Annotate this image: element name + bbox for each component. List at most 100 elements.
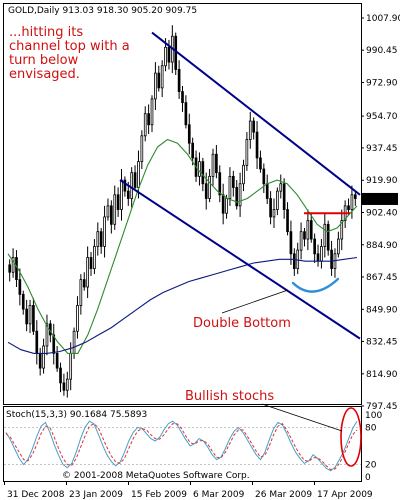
candle-bull — [76, 305, 79, 332]
annotation-top-line-2: channel top with a — [9, 39, 130, 54]
stoch-tick-label: 80 — [365, 423, 377, 433]
date-tick-label: 26 Mar 2009 — [255, 490, 312, 500]
candle-bear — [18, 279, 22, 295]
candle-bear — [116, 194, 120, 210]
candle-bear — [215, 153, 218, 174]
candle-bull — [306, 220, 310, 240]
price-tick-label: 832.45 — [366, 337, 398, 347]
price-tick-label: 919.90 — [366, 176, 398, 186]
candle-bear — [187, 124, 191, 144]
candle-bear — [52, 334, 56, 354]
stoch-k-line — [5, 420, 358, 472]
price-tick-label: 849.90 — [366, 305, 398, 315]
chart-header: GOLD,Daily 913.03 918.30 905.20 909.75 — [8, 6, 197, 16]
candle-bear — [82, 279, 86, 288]
candle-bear — [99, 231, 103, 247]
candle-bear — [316, 253, 320, 262]
candle-bear — [330, 249, 333, 269]
candle-bear — [292, 253, 296, 269]
candle-bull — [299, 231, 303, 251]
candle-bear — [177, 69, 181, 92]
candle-bear — [55, 352, 59, 369]
candle-bear — [252, 120, 255, 133]
candle-bull — [120, 179, 123, 210]
candle-bear — [289, 231, 293, 255]
candle-bear — [313, 238, 316, 255]
date-tick-label: 31 Dec 2008 — [7, 490, 65, 500]
candle-bear — [35, 330, 39, 354]
candle-bull — [340, 220, 344, 240]
candle-bull — [279, 183, 283, 192]
candle-bear — [181, 91, 184, 104]
candle-bear — [235, 187, 239, 207]
candle-bear — [21, 293, 25, 310]
candle-bull — [72, 330, 76, 354]
bullish-stoch-pointer — [261, 403, 343, 432]
candle-bull — [242, 164, 245, 185]
candle-bull — [211, 153, 215, 177]
candle-bear — [167, 46, 171, 63]
moving-average-short-line — [7, 138, 358, 354]
candle-bear — [231, 175, 235, 188]
candle-bull — [137, 161, 140, 188]
candle-bull — [245, 139, 249, 166]
last-price-label: 909.75 — [364, 195, 396, 205]
date-tick-label: 23 Jan 2009 — [69, 490, 123, 500]
copyright-text: © 2001-2008 MetaQuotes Software Corp. — [62, 471, 250, 481]
candle-bull — [160, 65, 164, 89]
stoch-header: Stoch(15,3,3) 90.1684 75.5893 — [6, 410, 147, 420]
candle-bull — [11, 257, 15, 273]
candle-bull — [164, 46, 167, 67]
channel-upper-line — [151, 31, 361, 196]
candle-bull — [96, 231, 100, 247]
candle-bull — [276, 190, 279, 210]
stoch-tick-label: 20 — [365, 461, 377, 471]
candle-bear — [282, 183, 286, 210]
candle-bear — [123, 179, 127, 192]
moving-average-long-line — [7, 256, 358, 354]
price-tick-label: 814.90 — [366, 370, 398, 380]
annotation-bullish-stochs: Bullish stochs — [185, 389, 274, 404]
candle-bear — [110, 205, 113, 225]
candle-bear — [265, 183, 269, 199]
candle-bear — [309, 220, 313, 240]
candle-bear — [255, 131, 259, 159]
candle-bear — [32, 305, 35, 332]
candle-bull — [86, 257, 89, 288]
candle-bear — [8, 264, 12, 273]
candle-bear — [62, 382, 66, 391]
candle-bull — [42, 345, 45, 369]
price-tick-label: 884.90 — [366, 241, 398, 251]
price-tick-label: 972.90 — [366, 79, 398, 89]
candle-bear — [133, 172, 137, 188]
stoch-tick-label: 0 — [365, 473, 371, 483]
annotation-top-line-1: ...hitting its — [9, 25, 83, 40]
candle-bear — [303, 231, 306, 240]
candle-bull — [228, 175, 232, 199]
candle-bull — [65, 378, 69, 391]
channel-lower-line — [119, 179, 361, 340]
candle-bull — [143, 113, 147, 137]
price-tick-label: 990.45 — [366, 46, 398, 56]
annotation-double-bottom: Double Bottom — [193, 316, 291, 331]
last-price-box — [362, 192, 398, 205]
stoch-pane-frame — [3, 406, 362, 482]
candle-bear — [157, 72, 161, 89]
bullish-stoch-circle — [340, 407, 362, 467]
candle-bear — [184, 102, 188, 126]
candle-bear — [326, 223, 330, 251]
candle-bear — [59, 367, 62, 384]
double-bottom-pointer — [221, 289, 289, 314]
stoch-d-line — [5, 423, 358, 471]
candle-bull — [320, 246, 323, 262]
candle-bull — [272, 209, 276, 218]
candle-bull — [337, 238, 340, 255]
candle-bull — [150, 98, 154, 126]
candle-bear — [286, 209, 289, 233]
candle-bull — [130, 172, 134, 199]
candle-bull — [248, 120, 252, 140]
candle-bull — [350, 194, 354, 210]
double-bottom-curve — [291, 277, 340, 293]
price-tick-label: 902.40 — [366, 209, 398, 219]
